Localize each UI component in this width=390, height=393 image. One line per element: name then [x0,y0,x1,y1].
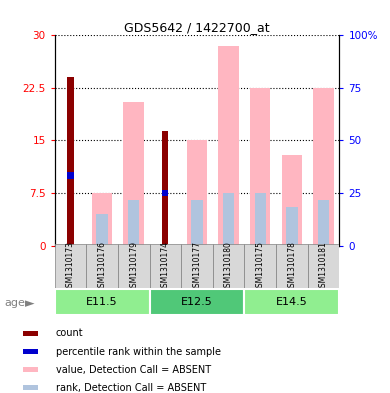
Text: GSM1310177: GSM1310177 [192,241,202,292]
Bar [286,207,298,246]
Bar [96,214,108,246]
Bar [187,140,207,246]
Bar [92,193,112,246]
Bar [308,244,339,289]
Text: percentile rank within the sample: percentile rank within the sample [56,347,221,356]
Bar [223,193,234,246]
Bar [23,331,38,336]
Text: GSM1310174: GSM1310174 [161,241,170,292]
Text: GSM1310175: GSM1310175 [256,241,265,292]
Text: GSM1310180: GSM1310180 [224,241,233,292]
Bar [250,88,271,246]
Bar [276,244,308,289]
Bar [123,102,144,246]
Bar [149,244,181,289]
Bar [245,244,276,289]
Bar [191,200,202,246]
Bar [118,244,149,289]
Bar [245,290,339,315]
Bar [313,88,334,246]
Text: count: count [56,329,83,338]
Bar [23,386,38,391]
Bar [282,154,302,246]
Bar [181,244,213,289]
Text: GSM1310179: GSM1310179 [129,241,138,292]
Bar [162,131,168,246]
Text: GSM1310178: GSM1310178 [287,241,296,292]
Bar [149,290,245,315]
Text: GSM1310173: GSM1310173 [66,241,75,292]
Bar [23,367,38,372]
Bar [162,190,168,196]
Bar [218,46,239,246]
Bar [67,173,73,179]
Title: GDS5642 / 1422700_at: GDS5642 / 1422700_at [124,21,270,34]
Text: age: age [4,298,25,309]
Bar [86,244,118,289]
Bar [55,244,86,289]
Bar [55,290,149,315]
Bar [318,200,329,246]
Bar [128,200,139,246]
Text: GSM1310181: GSM1310181 [319,241,328,292]
Text: E14.5: E14.5 [276,297,308,307]
Bar [23,349,38,354]
Bar [255,193,266,246]
Text: E11.5: E11.5 [86,297,118,307]
Text: ►: ► [25,297,35,310]
Text: E12.5: E12.5 [181,297,213,307]
Text: value, Detection Call = ABSENT: value, Detection Call = ABSENT [56,365,211,375]
Bar [67,77,73,246]
Bar [213,244,245,289]
Text: rank, Detection Call = ABSENT: rank, Detection Call = ABSENT [56,383,206,393]
Text: GSM1310176: GSM1310176 [98,241,106,292]
